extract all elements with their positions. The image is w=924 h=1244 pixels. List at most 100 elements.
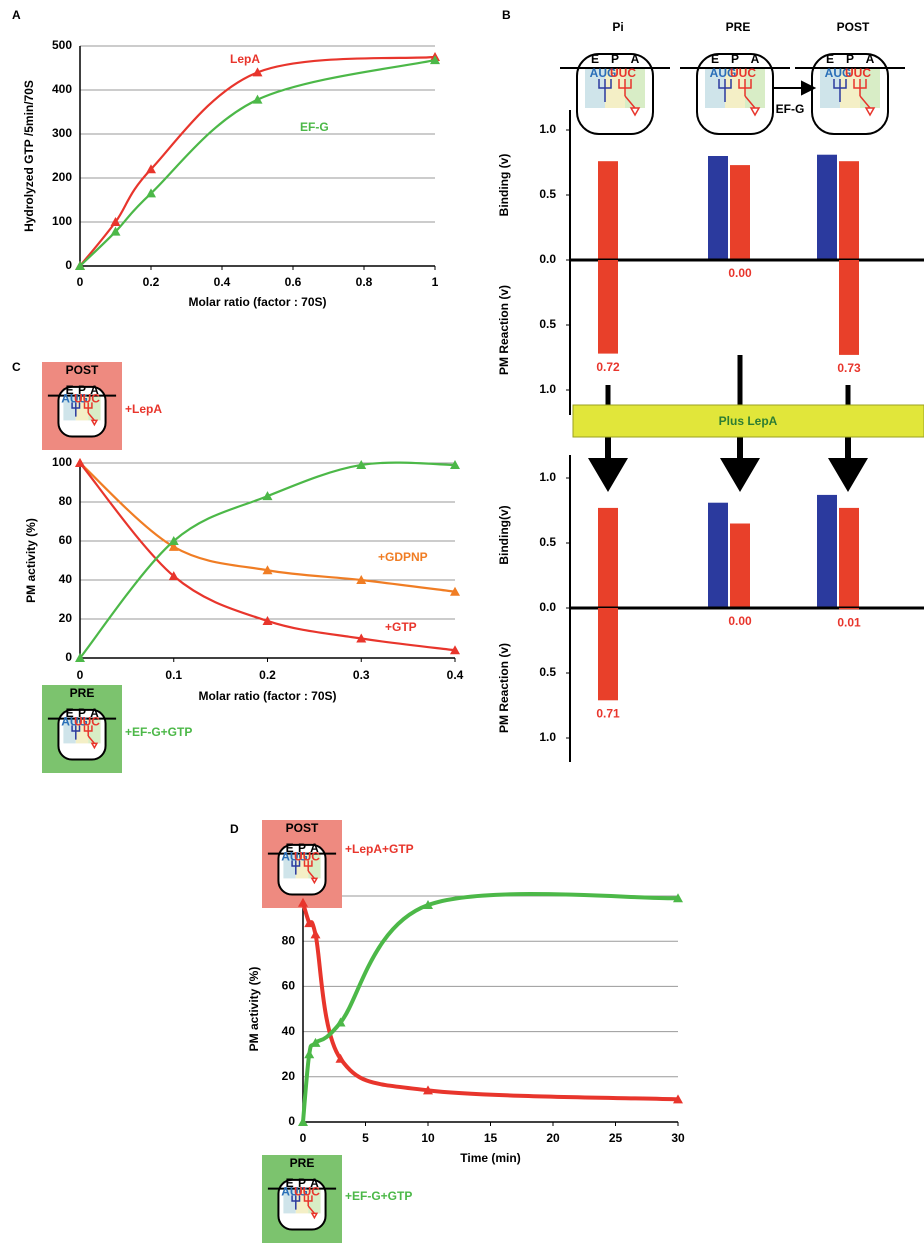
banner-label: Plus LepA	[719, 414, 778, 428]
series-label: +GTP	[385, 620, 417, 634]
y-axis-label: Hydrolyzed GTP /5min/70S	[22, 80, 36, 232]
condition-title: PRE	[290, 1156, 315, 1170]
y-tick-label: 60	[59, 533, 73, 547]
background	[0, 0, 924, 1244]
x-tick-label: 0.3	[353, 668, 370, 682]
y-axis-label: PM activity (%)	[24, 518, 38, 603]
y-axis-label: PM Reaction (v)	[497, 285, 511, 375]
y-tick-label: 0.5	[539, 317, 556, 331]
y-axis-label: Binding(v)	[497, 505, 511, 564]
bar	[708, 156, 728, 260]
site-label: P	[846, 52, 854, 66]
panel-label: A	[12, 8, 21, 22]
x-axis-label: Time (min)	[460, 1151, 520, 1165]
series-label: LepA	[230, 52, 260, 66]
bar	[817, 495, 837, 608]
y-tick-label: 60	[282, 979, 296, 993]
category-label: PRE	[726, 20, 751, 34]
y-tick-label: 20	[59, 611, 73, 625]
x-tick-label: 0.2	[259, 668, 276, 682]
value-label: 0.01	[837, 615, 861, 629]
x-tick-label: 0.8	[356, 275, 373, 289]
y-tick-label: 300	[52, 126, 72, 140]
condition-title: POST	[286, 821, 319, 835]
bar	[839, 608, 859, 609]
x-tick-label: 10	[421, 1131, 435, 1145]
bar	[598, 608, 618, 700]
y-tick-label: 20	[282, 1069, 296, 1083]
bar	[598, 260, 618, 354]
y-tick-label: 80	[59, 494, 73, 508]
site-label: E	[826, 52, 834, 66]
y-tick-label: 1.0	[539, 730, 556, 744]
site-label: E	[711, 52, 719, 66]
page: A010020030040050000.20.40.60.81Molar rat…	[0, 0, 924, 1244]
bar	[839, 508, 859, 608]
panel-label: C	[12, 360, 21, 374]
x-tick-label: 1	[432, 275, 439, 289]
series-label: +EF-G+GTP	[345, 1189, 412, 1203]
y-tick-label: 0.5	[539, 187, 556, 201]
y-axis-label: PM Reaction (v)	[497, 643, 511, 733]
x-axis-label: Molar ratio (factor : 70S)	[198, 689, 336, 703]
x-tick-label: 0	[77, 275, 84, 289]
y-axis-label: PM activity (%)	[247, 967, 261, 1052]
value-label: 0.00	[728, 614, 752, 628]
bar	[598, 161, 618, 260]
site-label: A	[866, 52, 875, 66]
y-tick-label: 1.0	[539, 122, 556, 136]
codon: UUC	[730, 66, 756, 80]
y-tick-label: 0	[65, 650, 72, 664]
y-tick-label: 0.0	[539, 252, 556, 266]
y-tick-label: 500	[52, 38, 72, 52]
site-label: P	[611, 52, 619, 66]
x-tick-label: 5	[362, 1131, 369, 1145]
bar	[708, 503, 728, 608]
x-tick-label: 20	[546, 1131, 560, 1145]
value-label: 0.71	[596, 706, 620, 720]
x-tick-label: 0.4	[214, 275, 231, 289]
panel-label: D	[230, 822, 239, 836]
y-tick-label: 100	[52, 214, 72, 228]
bar	[598, 508, 618, 608]
y-tick-label: 0	[288, 1114, 295, 1128]
y-tick-label: 100	[52, 455, 72, 469]
x-axis-label: Molar ratio (factor : 70S)	[188, 295, 326, 309]
series-label: +EF-G+GTP	[125, 725, 192, 739]
codon: UUC	[294, 849, 320, 863]
x-tick-label: 0	[300, 1131, 307, 1145]
y-tick-label: 0.0	[539, 600, 556, 614]
y-tick-label: 0	[65, 258, 72, 272]
panel-label: B	[502, 8, 511, 22]
bar	[730, 524, 750, 609]
y-tick-label: 40	[282, 1024, 296, 1038]
series-label: +GDPNP	[378, 550, 428, 564]
x-tick-label: 30	[671, 1131, 685, 1145]
site-label: A	[751, 52, 760, 66]
x-tick-label: 25	[609, 1131, 623, 1145]
site-label: A	[631, 52, 640, 66]
y-tick-label: 1.0	[539, 470, 556, 484]
category-label: POST	[837, 20, 870, 34]
value-label: 0.72	[596, 360, 620, 374]
y-tick-label: 40	[59, 572, 73, 586]
y-tick-label: 80	[282, 933, 296, 947]
y-tick-label: 400	[52, 82, 72, 96]
codon: UUC	[294, 1184, 320, 1198]
site-label: P	[731, 52, 739, 66]
bar	[730, 165, 750, 260]
y-tick-label: 0.5	[539, 665, 556, 679]
x-tick-label: 15	[484, 1131, 498, 1145]
y-tick-label: 0.5	[539, 535, 556, 549]
site-label: E	[591, 52, 599, 66]
y-tick-label: 1.0	[539, 382, 556, 396]
bar	[839, 260, 859, 355]
value-label: 0.73	[837, 361, 861, 375]
condition-title: POST	[66, 363, 99, 377]
y-axis-label: Binding (v)	[497, 154, 511, 217]
condition-label: +LepA	[125, 402, 162, 416]
y-tick-label: 200	[52, 170, 72, 184]
x-tick-label: 0.1	[165, 668, 182, 682]
bar	[839, 161, 859, 260]
x-tick-label: 0	[77, 668, 84, 682]
